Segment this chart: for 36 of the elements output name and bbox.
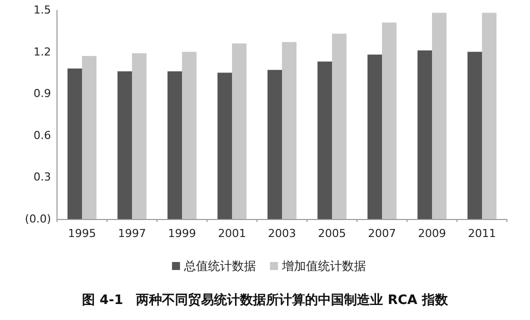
bar [232, 43, 246, 219]
bar [318, 62, 332, 219]
bar [182, 52, 196, 219]
bar [218, 72, 232, 219]
x-tick-label: 2011 [468, 227, 496, 240]
x-tick-label: 2009 [418, 227, 446, 240]
bar [368, 54, 382, 219]
x-tick-label: 1999 [168, 227, 196, 240]
bar [482, 12, 496, 219]
x-tick-label: 1997 [118, 227, 146, 240]
legend-label: 总值统计数据 [183, 259, 256, 273]
bar [168, 71, 182, 219]
y-tick-label: 1.2 [34, 45, 51, 58]
bar [118, 71, 132, 219]
y-tick-label: 1.5 [34, 4, 51, 16]
y-tick-label: 0.3 [34, 170, 51, 184]
bar [82, 56, 96, 219]
x-tick-label: 1995 [68, 227, 96, 240]
x-tick-label: 2005 [318, 227, 346, 240]
legend-label: 增加值统计数据 [281, 259, 366, 273]
bar [132, 53, 146, 219]
x-tick-label: 2007 [368, 227, 396, 240]
bar [68, 68, 82, 219]
y-tick-label: 0.6 [34, 128, 51, 142]
bar [432, 12, 446, 219]
bar [268, 70, 282, 219]
text: 图 4-1 两种不同贸易统计数据所计算的中国制造业 RCA 指数 [82, 292, 449, 308]
x-tick-label: 2003 [268, 227, 296, 240]
x-tick-label: 2001 [218, 227, 246, 240]
bar [468, 52, 482, 219]
bar [382, 22, 396, 219]
y-tick-label: (0.0) [24, 212, 51, 226]
y-tick-label: 0.9 [34, 87, 51, 100]
bar [282, 42, 296, 219]
bar [418, 50, 432, 219]
bar [332, 34, 346, 219]
